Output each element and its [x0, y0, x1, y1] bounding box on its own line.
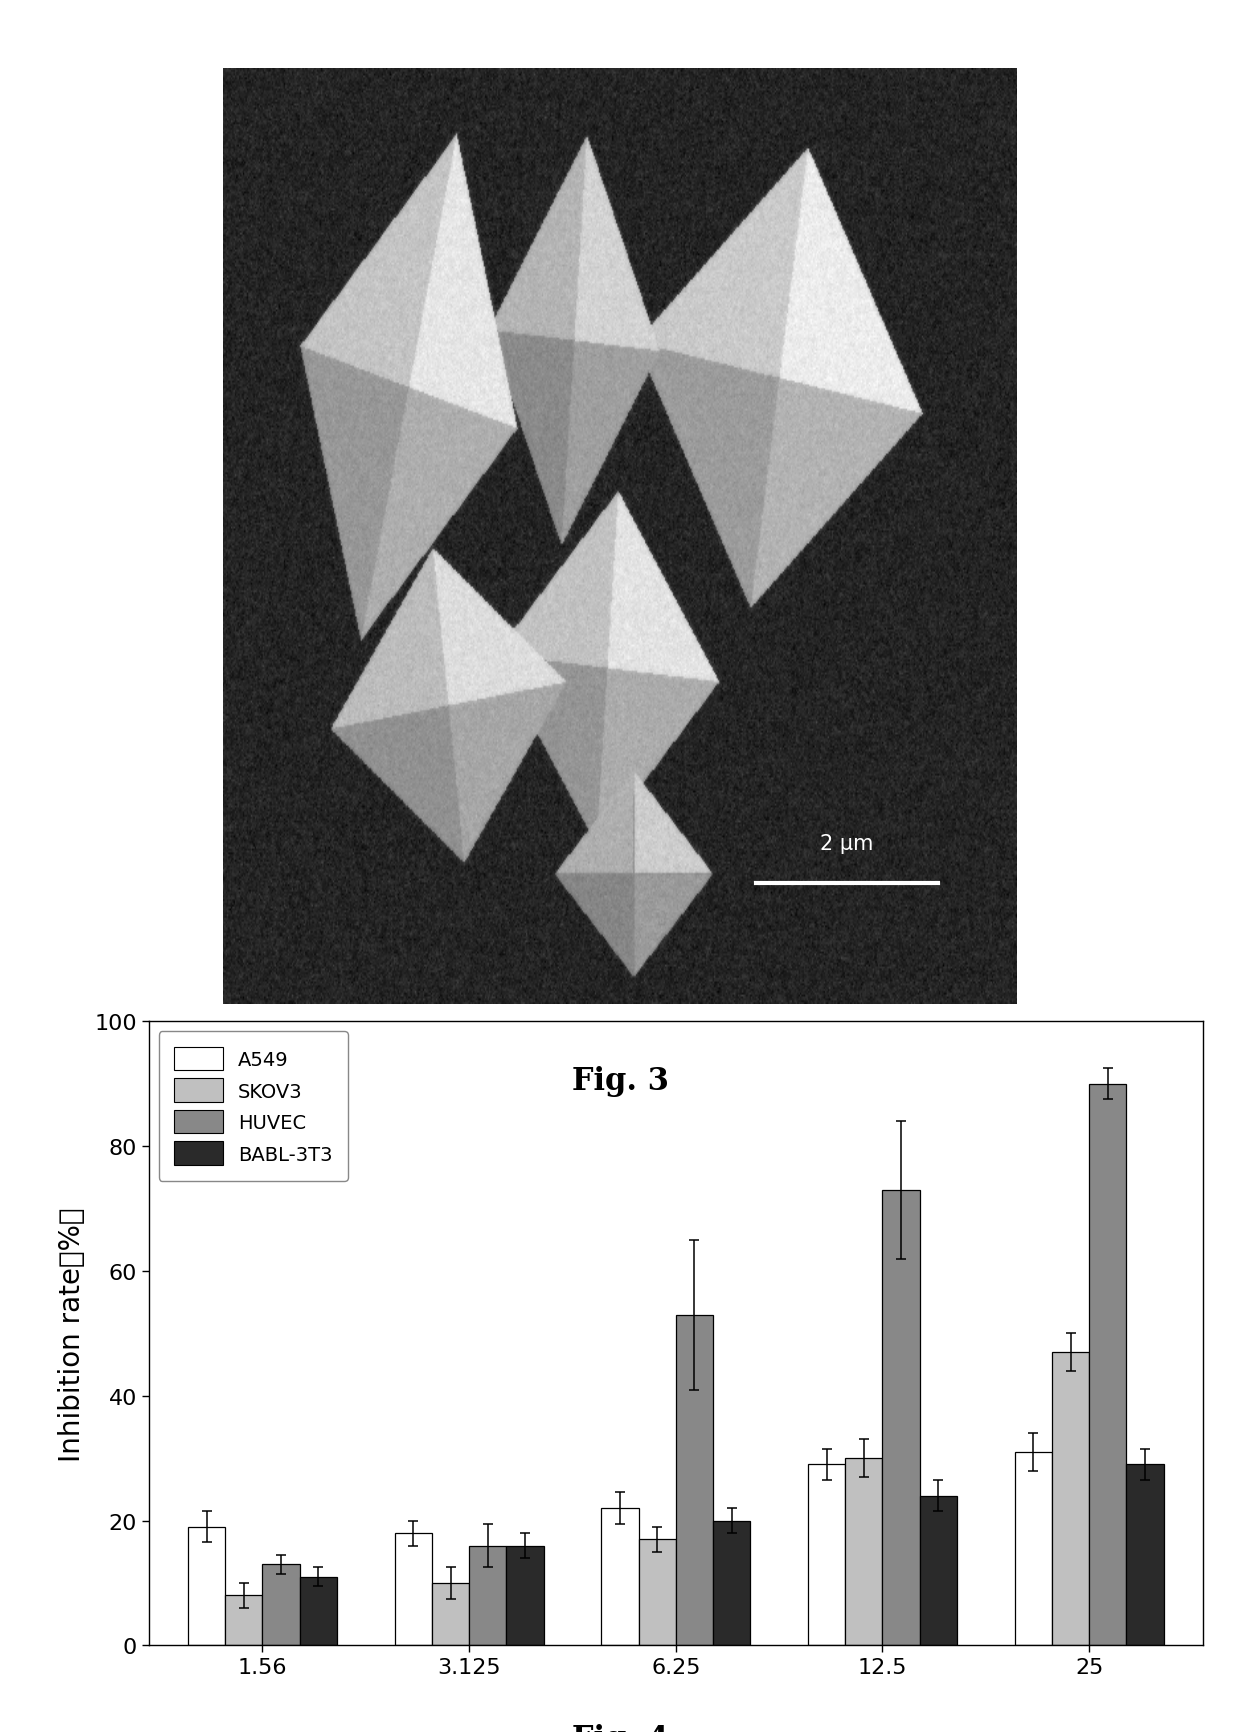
Bar [432, 1583, 469, 1645]
Text: Fig. 4: Fig. 4 [572, 1723, 668, 1732]
Bar [263, 1564, 300, 1645]
Legend: A549, SKOV3, HUVEC, BABL-3T3: A549, SKOV3, HUVEC, BABL-3T3 [159, 1032, 348, 1181]
Bar [188, 1528, 226, 1645]
Bar [1014, 1451, 1052, 1645]
Y-axis label: Inhibition rate（%）: Inhibition rate（%） [58, 1207, 86, 1460]
Bar [1126, 1465, 1163, 1645]
Bar [300, 1576, 337, 1645]
Bar [601, 1509, 639, 1645]
Bar [920, 1496, 957, 1645]
Bar [639, 1540, 676, 1645]
Bar [226, 1595, 263, 1645]
Bar [469, 1545, 506, 1645]
Bar [676, 1315, 713, 1645]
Bar [713, 1521, 750, 1645]
Bar [883, 1190, 920, 1645]
Bar [394, 1533, 432, 1645]
Text: Fig. 3: Fig. 3 [572, 1065, 668, 1096]
Text: 2 μm: 2 μm [820, 835, 873, 854]
Bar [1089, 1084, 1126, 1645]
Bar [506, 1545, 543, 1645]
Bar [1052, 1353, 1089, 1645]
Bar [808, 1465, 846, 1645]
Bar [846, 1458, 883, 1645]
